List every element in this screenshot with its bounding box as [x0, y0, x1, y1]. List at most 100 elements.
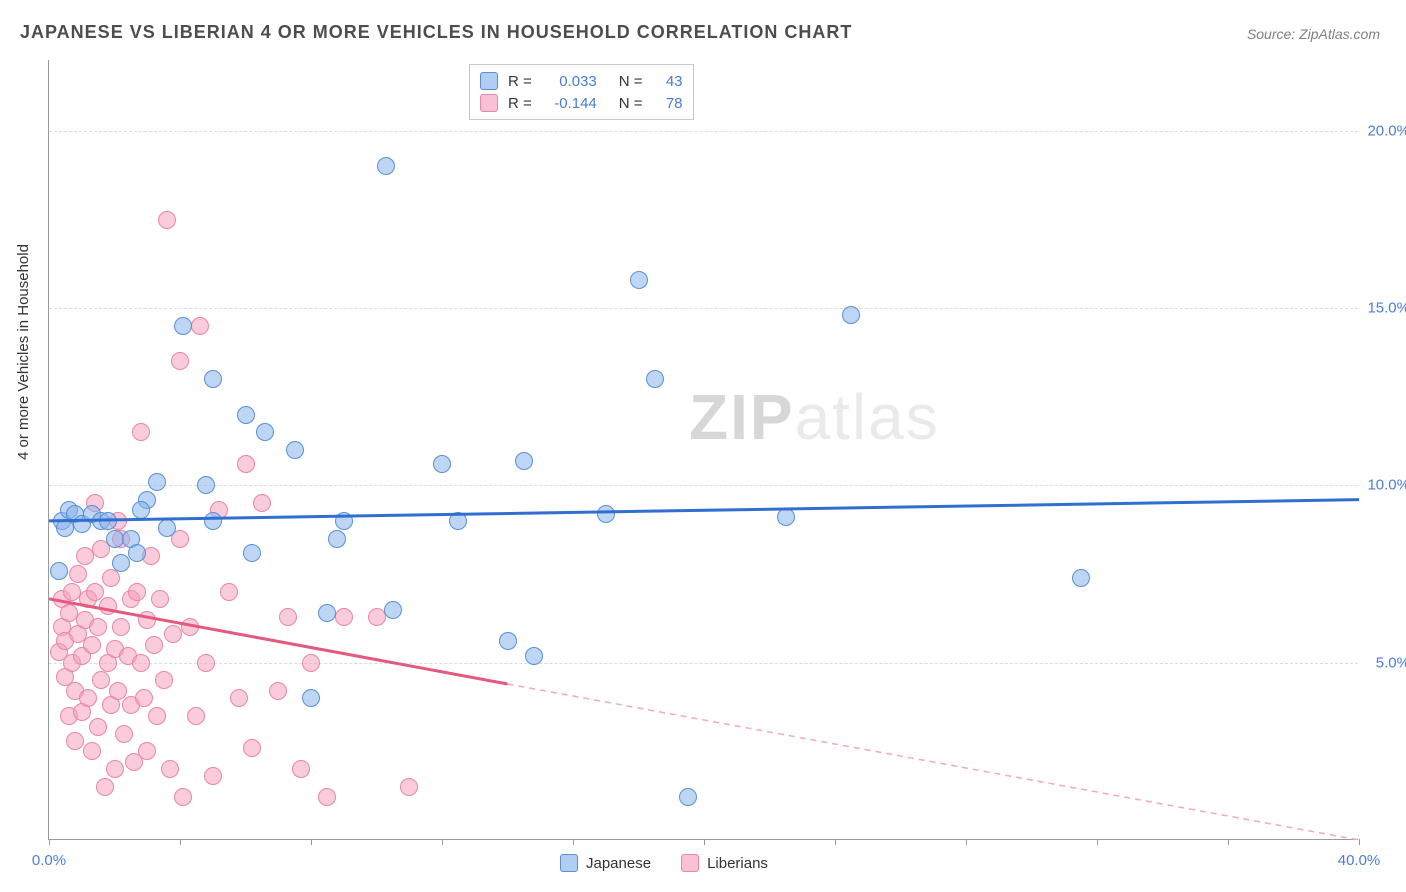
r-value-liberians: -0.144 — [542, 95, 597, 112]
data-point-liberians — [292, 760, 310, 778]
data-point-japanese — [525, 647, 543, 665]
data-point-japanese — [597, 505, 615, 523]
data-point-liberians — [132, 423, 150, 441]
x-tick-label: 0.0% — [32, 852, 66, 869]
data-point-japanese — [630, 271, 648, 289]
data-point-japanese — [148, 473, 166, 491]
legend-label-liberians: Liberians — [707, 855, 768, 872]
data-point-liberians — [106, 760, 124, 778]
data-point-liberians — [79, 689, 97, 707]
data-point-liberians — [158, 211, 176, 229]
data-point-japanese — [433, 455, 451, 473]
data-point-japanese — [243, 544, 261, 562]
data-point-japanese — [377, 157, 395, 175]
data-point-liberians — [66, 732, 84, 750]
data-point-liberians — [99, 597, 117, 615]
data-point-japanese — [335, 512, 353, 530]
n-value-japanese: 43 — [653, 73, 683, 90]
data-point-liberians — [92, 671, 110, 689]
data-point-liberians — [368, 608, 386, 626]
data-point-japanese — [449, 512, 467, 530]
y-tick-label: 10.0% — [1367, 477, 1406, 494]
n-value-liberians: 78 — [653, 95, 683, 112]
legend-row-liberians: R = -0.144 N = 78 — [480, 92, 683, 114]
data-point-japanese — [50, 562, 68, 580]
x-tick-mark — [835, 839, 836, 845]
data-point-liberians — [279, 608, 297, 626]
data-point-japanese — [646, 370, 664, 388]
watermark: ZIPatlas — [689, 380, 940, 454]
data-point-liberians — [230, 689, 248, 707]
legend-item-japanese: Japanese — [560, 854, 651, 872]
y-axis-label: 4 or more Vehicles in Household — [15, 244, 32, 460]
correlation-legend: R = 0.033 N = 43 R = -0.144 N = 78 — [469, 64, 694, 120]
data-point-liberians — [96, 778, 114, 796]
x-tick-mark — [1228, 839, 1229, 845]
data-point-liberians — [148, 707, 166, 725]
data-point-liberians — [237, 455, 255, 473]
x-tick-mark — [180, 839, 181, 845]
x-tick-mark — [704, 839, 705, 845]
data-point-liberians — [197, 654, 215, 672]
data-point-liberians — [181, 618, 199, 636]
x-tick-mark — [311, 839, 312, 845]
data-point-japanese — [256, 423, 274, 441]
legend-item-liberians: Liberians — [681, 854, 768, 872]
data-point-japanese — [1072, 569, 1090, 587]
data-point-japanese — [204, 512, 222, 530]
gridline — [49, 308, 1358, 309]
data-point-japanese — [132, 501, 150, 519]
data-point-liberians — [335, 608, 353, 626]
data-point-liberians — [171, 352, 189, 370]
data-point-liberians — [151, 590, 169, 608]
data-point-liberians — [191, 317, 209, 335]
data-point-liberians — [253, 494, 271, 512]
series-legend: Japanese Liberians — [560, 854, 768, 872]
data-point-japanese — [302, 689, 320, 707]
data-point-liberians — [60, 604, 78, 622]
swatch-japanese-icon — [560, 854, 578, 872]
data-point-liberians — [76, 547, 94, 565]
data-point-japanese — [328, 530, 346, 548]
data-point-liberians — [83, 636, 101, 654]
r-label: R = — [508, 73, 532, 90]
data-point-japanese — [777, 508, 795, 526]
data-point-japanese — [237, 406, 255, 424]
data-point-liberians — [132, 654, 150, 672]
data-point-japanese — [499, 632, 517, 650]
data-point-liberians — [138, 742, 156, 760]
x-tick-mark — [49, 839, 50, 845]
data-point-japanese — [174, 317, 192, 335]
data-point-liberians — [86, 583, 104, 601]
data-point-liberians — [63, 583, 81, 601]
data-point-liberians — [187, 707, 205, 725]
data-point-liberians — [83, 742, 101, 760]
data-point-japanese — [679, 788, 697, 806]
gridline — [49, 485, 1358, 486]
data-point-liberians — [89, 618, 107, 636]
data-point-japanese — [515, 452, 533, 470]
data-point-japanese — [106, 530, 124, 548]
data-point-japanese — [204, 370, 222, 388]
n-label: N = — [619, 73, 643, 90]
data-point-liberians — [164, 625, 182, 643]
data-point-liberians — [138, 611, 156, 629]
data-point-liberians — [220, 583, 238, 601]
y-tick-label: 15.0% — [1367, 300, 1406, 317]
data-point-liberians — [135, 689, 153, 707]
x-tick-mark — [442, 839, 443, 845]
data-point-japanese — [384, 601, 402, 619]
n-label: N = — [619, 95, 643, 112]
trend-lines — [49, 60, 1359, 840]
data-point-liberians — [269, 682, 287, 700]
chart-title: JAPANESE VS LIBERIAN 4 OR MORE VEHICLES … — [20, 22, 852, 43]
legend-row-japanese: R = 0.033 N = 43 — [480, 70, 683, 92]
data-point-japanese — [112, 554, 130, 572]
swatch-liberians-icon — [681, 854, 699, 872]
swatch-liberians-icon — [480, 94, 498, 112]
data-point-liberians — [174, 788, 192, 806]
data-point-liberians — [155, 671, 173, 689]
r-value-japanese: 0.033 — [542, 73, 597, 90]
legend-label-japanese: Japanese — [586, 855, 651, 872]
r-label: R = — [508, 95, 532, 112]
